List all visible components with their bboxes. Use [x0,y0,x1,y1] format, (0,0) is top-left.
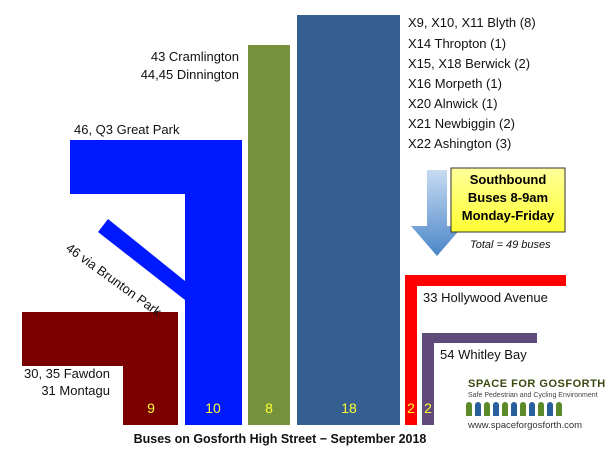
route-item: X21 Newbiggin (2) [408,116,515,131]
whitley-count: 2 [424,400,432,416]
callout-box [450,167,566,233]
callout-line-1: Southbound [469,172,547,187]
whitley-label: 54 Whitley Bay [440,347,527,362]
brunton-park-route-band [98,219,190,300]
great-park-route-band [70,140,242,425]
callout-line-2: Buses 8-9am [467,190,549,205]
southbound-arrow-icon [411,170,463,256]
cramlington-route-band [248,45,290,425]
route-item: X22 Ashington (3) [408,136,512,151]
callout-line-3: Monday-Friday [461,208,555,223]
logo-title: SPACE FOR GOSFORTH [468,378,606,390]
route-item: X9, X10, X11 Blyth (8) [408,15,536,30]
cramlington-count: 8 [265,400,273,416]
great-park-count: 10 [205,400,221,416]
logo-subtitle: Safe Pedestrian and Cycling Environment [468,392,598,399]
route-item: X20 Alnwick (1) [408,96,498,111]
blyth-count: 18 [341,400,357,416]
route-item: X16 Morpeth (1) [408,76,502,91]
pedestrians-cyclists-icon [466,402,586,418]
fawdon-route-band [22,312,178,425]
hollywood-count: 2 [407,400,415,416]
fawdon-label: 30, 35 Fawdon [23,366,110,381]
route-item: X14 Thropton (1) [408,36,507,51]
whitley-route-band [422,333,537,425]
fawdon-count: 9 [147,400,155,416]
callout-text: Southbound Buses 8-9am Monday-Friday [452,171,564,225]
total-buses-label: Total = 49 buses [470,239,551,251]
dinnington-label: 44,45 Dinnington [140,67,239,82]
route-item: X15, X18 Berwick (2) [408,56,531,71]
montagu-label: 31 Montagu [41,383,110,398]
hollywood-label: 33 Hollywood Avenue [423,290,548,305]
diagram-caption: Buses on Gosforth High Street − Septembe… [133,432,427,446]
logo-url: www.spaceforgosforth.com [468,420,583,431]
cramlington-label: 43 Cramlington [150,49,239,64]
blyth-route-band [297,15,400,425]
great-park-label: 46, Q3 Great Park [74,122,180,137]
